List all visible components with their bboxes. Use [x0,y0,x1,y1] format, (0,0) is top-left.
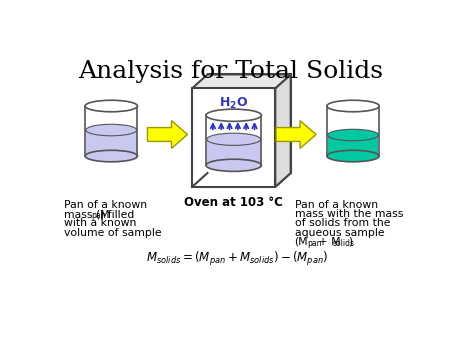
Ellipse shape [207,133,261,145]
Text: (M: (M [295,237,308,247]
Text: mass (M: mass (M [63,209,109,219]
Polygon shape [207,74,291,173]
Text: Pan of a known: Pan of a known [63,200,147,210]
Text: pan: pan [307,239,321,248]
Polygon shape [328,135,378,156]
Polygon shape [207,139,261,165]
Ellipse shape [85,150,137,162]
Ellipse shape [327,150,379,162]
Text: Analysis for Total Solids: Analysis for Total Solids [78,60,383,83]
Text: ): ) [348,237,352,247]
Polygon shape [192,74,291,88]
Text: ) filled: ) filled [100,209,135,219]
Ellipse shape [85,100,137,112]
Text: aqueous sample: aqueous sample [295,228,384,238]
Text: pan: pan [91,211,106,220]
Ellipse shape [328,129,378,141]
Text: $M_{solids} = (M_{pan} + M_{solids}) - (M_{pan})$: $M_{solids} = (M_{pan} + M_{solids}) - (… [146,250,328,268]
Ellipse shape [327,100,379,112]
Text: Oven at 103 °C: Oven at 103 °C [184,196,283,209]
Text: volume of sample: volume of sample [63,228,161,238]
Text: with a known: with a known [63,218,136,228]
Text: of solids from the: of solids from the [295,218,390,228]
Polygon shape [86,130,137,156]
Polygon shape [148,121,188,148]
Text: solids: solids [332,239,354,248]
Text: $\mathbf{H_2O}$: $\mathbf{H_2O}$ [219,96,248,111]
Polygon shape [192,173,291,187]
Ellipse shape [206,159,261,171]
Polygon shape [276,121,316,148]
Polygon shape [192,88,275,187]
Ellipse shape [86,124,137,136]
Ellipse shape [206,109,261,121]
Text: mass with the mass: mass with the mass [295,209,403,219]
Text: Pan of a known: Pan of a known [295,200,378,210]
Text: + M: + M [315,237,341,247]
Polygon shape [275,74,291,187]
